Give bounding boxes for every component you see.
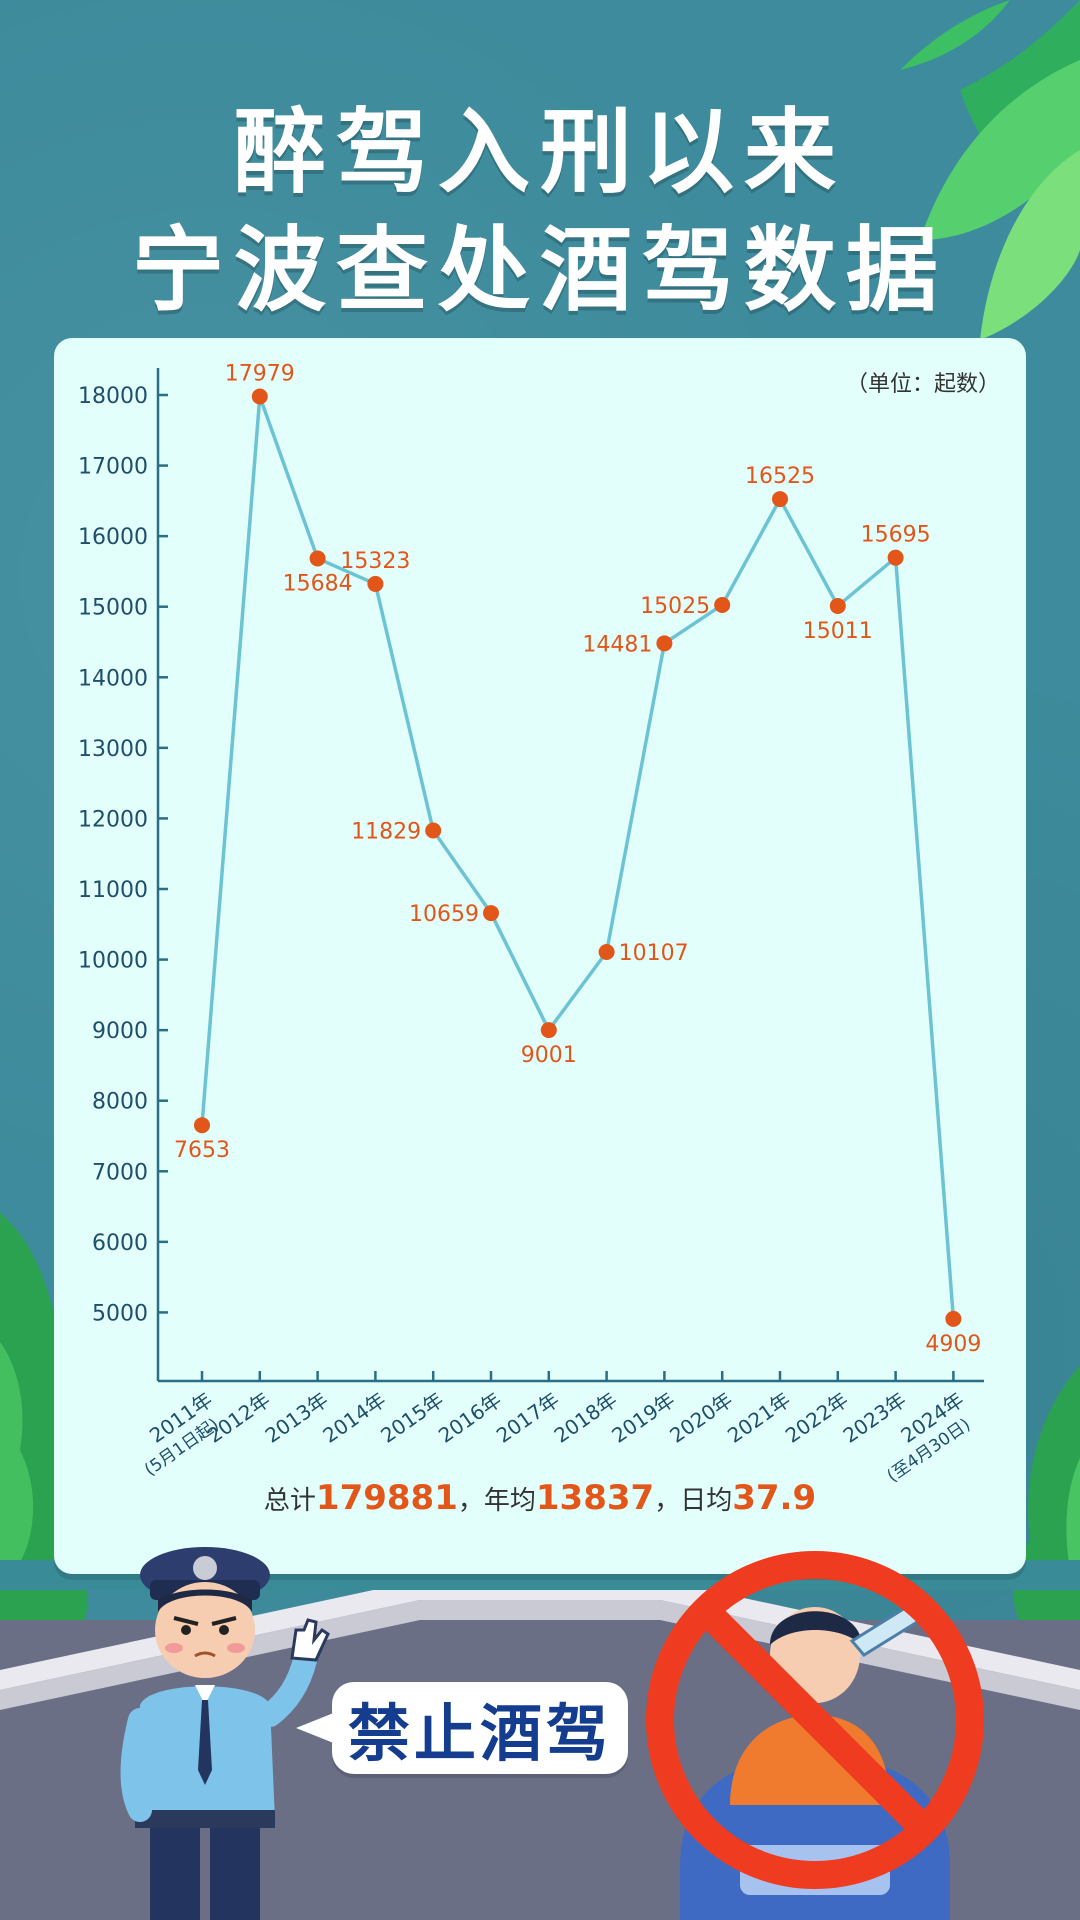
y-tick-label: 13000 <box>78 737 148 762</box>
x-tick-label: 2020年 <box>665 1387 737 1447</box>
y-tick-label: 18000 <box>78 384 148 409</box>
data-point <box>945 1310 962 1327</box>
avg-year-value: 13837 <box>535 1478 655 1518</box>
data-label: 9001 <box>521 1043 577 1068</box>
data-label: 11829 <box>351 819 421 844</box>
data-point <box>367 575 384 592</box>
y-tick-label: 15000 <box>78 596 148 621</box>
y-tick-label: 14000 <box>78 666 148 691</box>
data-point <box>540 1022 557 1039</box>
x-tick-label: 2018年 <box>550 1387 622 1447</box>
total-label: 总计 <box>263 1486 316 1516</box>
unit-label: （单位：起数） <box>845 372 1000 397</box>
data-label: 15684 <box>283 571 353 596</box>
data-label: 16525 <box>745 464 815 489</box>
y-tick-label: 17000 <box>78 455 148 480</box>
total-value: 179881 <box>315 1478 458 1518</box>
line-chart: 5000 6000 7000 8000 9000 10000 11000 12000 13000… <box>78 361 984 1487</box>
data-label: 17979 <box>225 361 295 386</box>
avg-year-label: 年均 <box>483 1486 536 1516</box>
x-tick-label: 2019年 <box>607 1387 679 1447</box>
data-point <box>887 549 904 566</box>
data-label: 10659 <box>409 902 479 927</box>
data-label: 7653 <box>174 1138 230 1163</box>
y-tick-label: 11000 <box>78 878 148 903</box>
police-officer-illustration <box>120 1547 330 1920</box>
data-label: 10107 <box>619 941 689 966</box>
data-label: 14481 <box>582 632 652 657</box>
x-tick-label: 2012年 <box>203 1387 275 1447</box>
x-tick-label: 2017年 <box>492 1387 564 1447</box>
separator-1: ， <box>457 1486 484 1516</box>
series-line <box>200 394 956 1319</box>
no-drunk-driving-sign <box>646 1551 984 1920</box>
speech-bubble-tail <box>296 1712 336 1744</box>
separator-2: ， <box>654 1486 681 1516</box>
data-point <box>483 905 499 922</box>
chart-card: （单位：起数） 5000 6000 7000 8000 9000 10000 11000 12… <box>54 338 1026 1574</box>
data-point <box>425 822 442 839</box>
data-label: 15011 <box>803 619 873 644</box>
y-tick-label: 6000 <box>92 1231 148 1256</box>
x-tick-label: 2014年 <box>318 1387 390 1447</box>
y-tick-label: 16000 <box>78 525 148 550</box>
avg-day-value: 37.9 <box>732 1478 817 1518</box>
x-tick-label: 2021年 <box>723 1387 795 1447</box>
banner-text: 禁止酒驾 <box>332 1682 628 1774</box>
x-tick-label: 2015年 <box>376 1387 448 1447</box>
x-tick-label: 2013年 <box>261 1387 333 1447</box>
y-tick-label: 9000 <box>92 1019 148 1044</box>
summary-line: 总计179881，年均13837，日均37.9 <box>54 1478 1026 1518</box>
y-tick-label: 8000 <box>92 1090 148 1115</box>
data-point <box>251 388 268 405</box>
y-tick-label: 10000 <box>78 949 148 974</box>
data-point <box>714 596 731 613</box>
y-tick-label: 7000 <box>92 1160 148 1185</box>
data-label: 15695 <box>861 523 931 548</box>
data-point <box>656 635 673 652</box>
x-tick-label: 2023年 <box>839 1387 911 1447</box>
palm-leaves-decoration <box>900 0 1080 340</box>
x-tick-label: 2022年 <box>781 1387 853 1447</box>
y-tick-label: 5000 <box>92 1301 148 1326</box>
data-point <box>194 1117 210 1134</box>
data-point <box>829 597 846 614</box>
avg-day-label: 日均 <box>680 1486 733 1516</box>
data-label: 15323 <box>340 549 410 574</box>
data-point <box>309 550 326 567</box>
data-label: 15025 <box>640 594 710 619</box>
data-point <box>598 944 615 961</box>
y-tick-label: 12000 <box>78 807 148 832</box>
data-point <box>772 491 788 508</box>
title-line2: 宁波查处酒驾数据 <box>131 217 948 324</box>
x-tick-label: 2016年 <box>434 1387 506 1447</box>
title-line1: 醉驾入刑以来 <box>233 99 846 206</box>
data-label: 4909 <box>925 1332 981 1357</box>
